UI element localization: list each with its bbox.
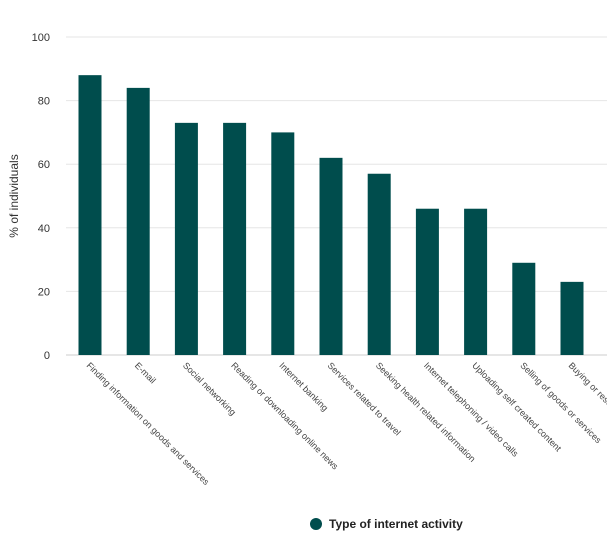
bars bbox=[78, 75, 584, 355]
x-tick-label: Social networking bbox=[181, 360, 238, 417]
y-axis-label: % of individuals bbox=[7, 154, 21, 237]
x-tick-label: Reading or downloading online news bbox=[229, 360, 340, 471]
y-tick-label: 40 bbox=[38, 223, 50, 235]
x-tick-label: Selling of goods or services bbox=[518, 360, 603, 445]
x-tick-label: Internet telephoning / video calls bbox=[422, 360, 521, 459]
bar[interactable] bbox=[319, 157, 343, 355]
x-axis-category-labels: Finding information on goods and service… bbox=[85, 360, 607, 487]
y-tick-label: 80 bbox=[38, 96, 50, 108]
y-tick-label: 100 bbox=[32, 32, 50, 44]
bar[interactable] bbox=[223, 122, 247, 355]
bar[interactable] bbox=[512, 262, 536, 355]
x-tick-label: E-mail bbox=[133, 360, 158, 385]
x-tick-label: Uploading self created content bbox=[470, 360, 563, 453]
y-tick-label: 20 bbox=[38, 286, 50, 298]
x-tick-label: Seeking health related information bbox=[374, 360, 478, 464]
bar[interactable] bbox=[464, 208, 488, 355]
legend-label: Type of internet activity bbox=[329, 517, 463, 531]
y-axis-ticks: 0 20 40 60 80 100 bbox=[32, 32, 50, 362]
y-tick-label: 0 bbox=[44, 350, 50, 362]
legend-swatch-icon bbox=[310, 518, 322, 530]
x-tick-label: Internet banking bbox=[277, 360, 330, 413]
bar[interactable] bbox=[415, 208, 439, 355]
bar[interactable] bbox=[367, 173, 391, 355]
bar[interactable] bbox=[126, 87, 150, 355]
y-tick-label: 60 bbox=[38, 159, 50, 171]
legend[interactable]: Type of internet activity bbox=[310, 517, 463, 531]
bar[interactable] bbox=[174, 122, 198, 355]
bar[interactable] bbox=[560, 281, 584, 355]
bar[interactable] bbox=[78, 75, 102, 355]
bar[interactable] bbox=[271, 132, 295, 355]
